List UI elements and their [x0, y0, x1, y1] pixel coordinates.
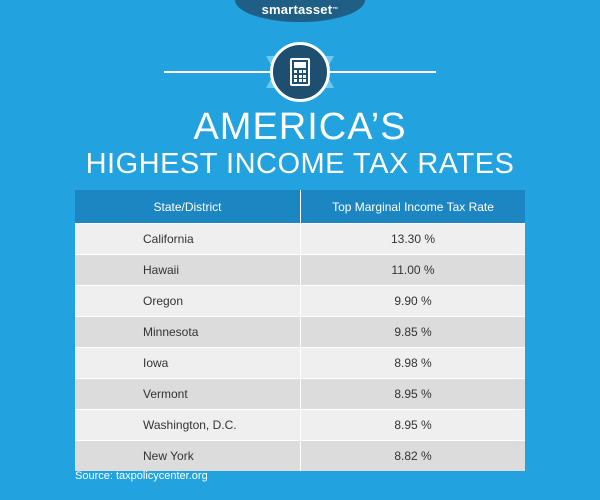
brand-logo-text: smartasset — [261, 2, 333, 17]
state-cell: Oregon — [75, 285, 301, 317]
table-row: California 13.30 % — [75, 223, 525, 255]
table-header-row: State/District Top Marginal Income Tax R… — [75, 190, 525, 224]
table-row: Iowa 8.98 % — [75, 347, 525, 379]
table-row: New York 8.82 % — [75, 440, 525, 471]
tax-rates-table: State/District Top Marginal Income Tax R… — [75, 190, 525, 471]
state-cell: Iowa — [75, 347, 301, 379]
calculator-icon — [290, 58, 310, 86]
rate-cell: 8.95 % — [300, 409, 525, 441]
table-row: Washington, D.C. 8.95 % — [75, 409, 525, 441]
state-cell: Vermont — [75, 378, 301, 410]
state-cell: Washington, D.C. — [75, 409, 301, 441]
state-cell: California — [75, 223, 301, 255]
rate-cell: 11.00 % — [300, 254, 525, 286]
rate-cell: 9.85 % — [300, 316, 525, 348]
rate-cell: 13.30 % — [300, 223, 525, 255]
column-header-state: State/District — [75, 190, 301, 224]
source-note: Source: taxpolicycenter.org — [75, 470, 208, 482]
state-cell: Minnesota — [75, 316, 301, 348]
table-row: Oregon 9.90 % — [75, 285, 525, 317]
emblem-badge — [270, 42, 330, 102]
emblem-row — [0, 42, 600, 102]
table-row: Hawaii 11.00 % — [75, 254, 525, 286]
column-header-rate: Top Marginal Income Tax Rate — [300, 190, 525, 224]
divider-left — [164, 71, 272, 73]
divider-right — [328, 71, 436, 73]
page-title-line-2: HIGHEST INCOME TAX RATES — [85, 148, 515, 180]
rate-cell: 8.98 % — [300, 347, 525, 379]
rate-cell: 8.95 % — [300, 378, 525, 410]
state-cell: New York — [75, 440, 301, 471]
brand-trademark: ™ — [332, 7, 339, 13]
state-cell: Hawaii — [75, 254, 301, 286]
table-row: Minnesota 9.85 % — [75, 316, 525, 348]
table-row: Vermont 8.95 % — [75, 378, 525, 410]
brand-logo: smartasset™ — [235, 0, 365, 22]
page-title-line-1: AMERICA’S — [193, 106, 407, 148]
rate-cell: 9.90 % — [300, 285, 525, 317]
rate-cell: 8.82 % — [300, 440, 525, 471]
